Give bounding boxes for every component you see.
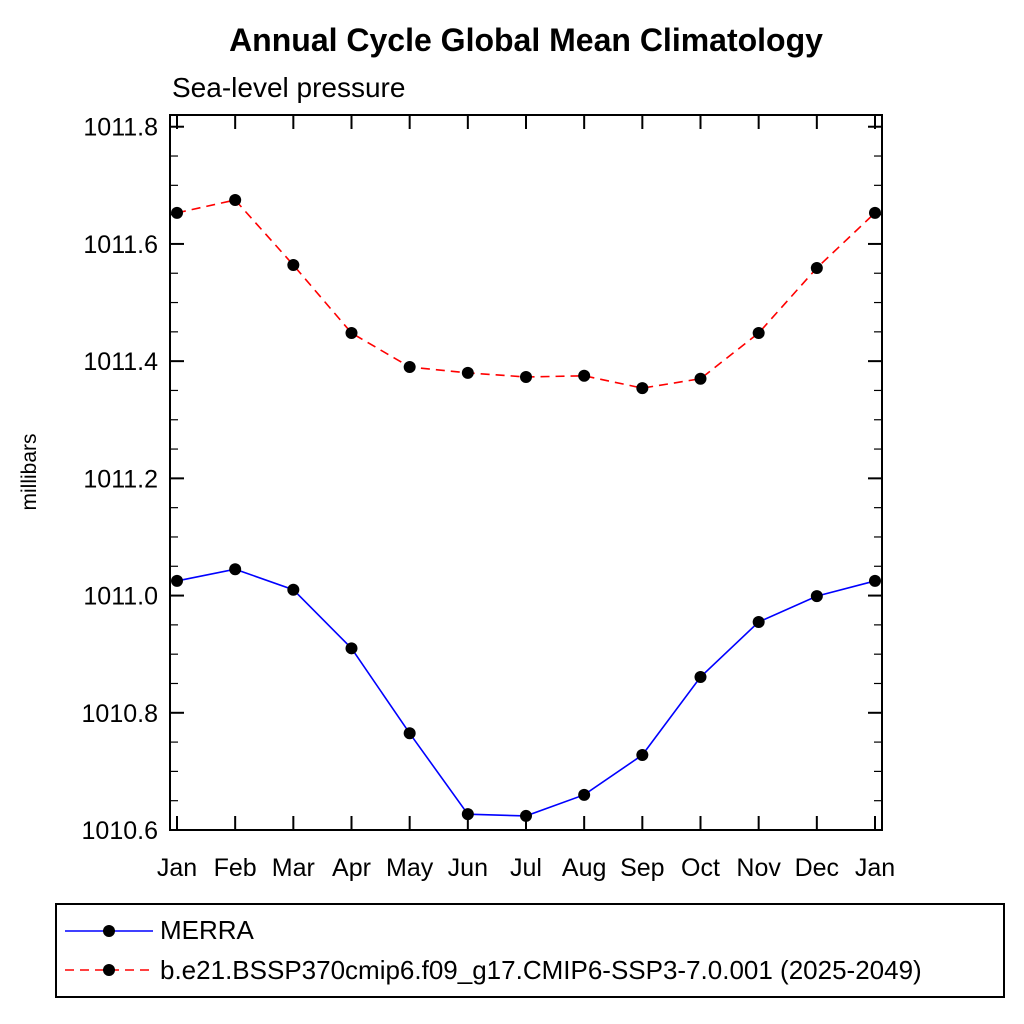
y-tick-label: 1011.2 <box>83 465 158 493</box>
chart-subtitle: Sea-level pressure <box>172 72 406 103</box>
data-point-marker <box>694 671 707 684</box>
x-tick-label: Sep <box>620 854 664 882</box>
y-tick-label: 1010.8 <box>82 700 158 728</box>
data-point-marker <box>869 574 881 587</box>
legend-label: MERRA <box>160 915 254 946</box>
data-point-marker <box>345 642 358 655</box>
legend-marker-icon <box>103 924 115 937</box>
legend: MERRA b.e21.BSSP370cmip6.f09_g17.CMIP6-SS… <box>55 903 1005 998</box>
data-point-marker <box>636 748 649 761</box>
legend-line-sample <box>65 924 153 937</box>
x-tick-label: Jan <box>855 854 895 882</box>
chart-title: Annual Cycle Global Mean Climatology <box>229 22 823 58</box>
data-point-marker <box>869 206 881 219</box>
data-point-marker <box>171 574 183 587</box>
y-tick-label: 1011.4 <box>83 348 158 376</box>
data-point-marker <box>403 361 416 374</box>
data-point-marker <box>345 327 358 340</box>
x-tick-label: Feb <box>214 854 257 882</box>
plot-area: Jan Feb Mar Apr May Jun Jul Aug Sep Oct Nov Dec Jan 1… <box>82 114 896 882</box>
legend-marker-icon <box>103 964 115 977</box>
y-tick-label: 1011.6 <box>83 231 158 259</box>
data-point-marker <box>229 193 242 206</box>
x-tick-label: Nov <box>736 854 781 882</box>
legend-label: b.e21.BSSP370cmip6.f09_g17.CMIP6-SSP3-7.… <box>160 954 922 985</box>
y-tick-label: 1010.6 <box>82 817 158 845</box>
y-tick-label: 1011.0 <box>83 583 158 611</box>
data-point-marker <box>752 327 765 340</box>
x-tick-label: Aug <box>562 854 606 882</box>
data-point-marker <box>520 370 532 383</box>
data-point-marker <box>461 366 474 379</box>
x-tick-label: Oct <box>681 854 720 882</box>
data-point-marker <box>578 788 591 801</box>
x-tick-label: Mar <box>272 854 315 882</box>
data-point-marker <box>403 727 416 740</box>
data-point-marker <box>810 590 823 603</box>
legend-entry: MERRA <box>63 915 997 946</box>
data-point-marker <box>810 261 823 274</box>
x-tick-label: Jul <box>510 854 542 882</box>
data-point-marker <box>578 369 591 382</box>
data-point-marker <box>694 372 707 385</box>
x-tick-label: May <box>386 854 434 882</box>
data-point-marker <box>520 809 532 822</box>
data-point-marker <box>287 259 300 272</box>
legend-entry: b.e21.BSSP370cmip6.f09_g17.CMIP6-SSP3-7.… <box>63 955 997 986</box>
data-point-marker <box>461 808 474 821</box>
series-line-merra <box>176 568 876 817</box>
data-point-marker <box>229 563 242 576</box>
data-point-marker <box>171 206 183 219</box>
plot-frame <box>169 114 883 831</box>
x-tick-label: Jan <box>157 854 197 882</box>
x-tick-label: Apr <box>332 854 371 882</box>
y-tick-label: 1011.8 <box>83 114 158 142</box>
data-point-marker <box>287 583 300 596</box>
x-tick-label: Jun <box>448 854 488 882</box>
legend-line-sample <box>65 964 153 977</box>
series-line-model <box>176 199 876 389</box>
data-point-marker <box>752 615 765 628</box>
data-point-marker <box>636 382 649 395</box>
x-tick-label: Dec <box>795 854 839 882</box>
